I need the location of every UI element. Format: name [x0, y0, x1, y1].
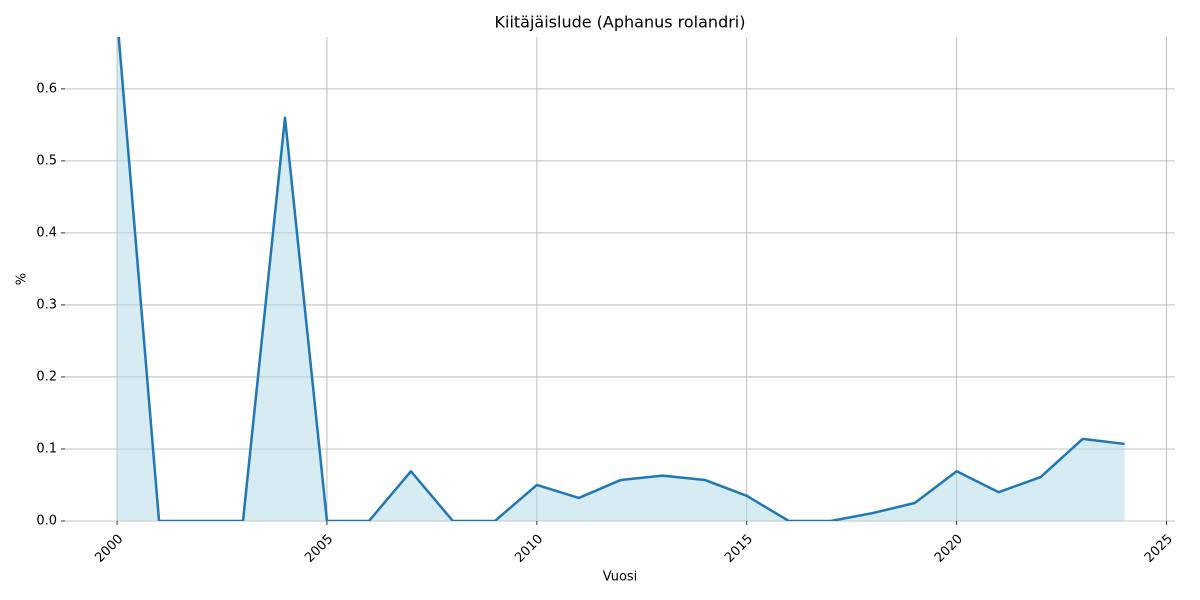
x-tick-label: 2010: [512, 532, 546, 566]
y-tick-label: 0.1: [36, 441, 57, 456]
grid: [61, 37, 1175, 525]
y-tick-label: 0.5: [36, 153, 57, 168]
x-tick-label: 2000: [92, 532, 126, 566]
plot-area: [117, 37, 1125, 521]
x-tick-label: 2015: [722, 532, 756, 566]
x-tick-label: 2025: [1142, 532, 1176, 566]
y-tick-label: 0.3: [36, 297, 57, 312]
x-tick-label: 2020: [932, 532, 966, 566]
x-axis-label: Vuosi: [603, 570, 638, 585]
y-tick-label: 0.6: [36, 81, 57, 96]
y-axis-label: %: [15, 273, 30, 285]
y-tick-label: 0.2: [36, 369, 57, 384]
x-tick-label: 2005: [302, 532, 336, 566]
y-tick-label: 0.4: [36, 225, 57, 240]
y-tick-label: 0.0: [36, 514, 57, 529]
chart-title: Kiitäjäislude (Aphanus rolandri): [495, 13, 746, 32]
line: [117, 37, 1125, 521]
